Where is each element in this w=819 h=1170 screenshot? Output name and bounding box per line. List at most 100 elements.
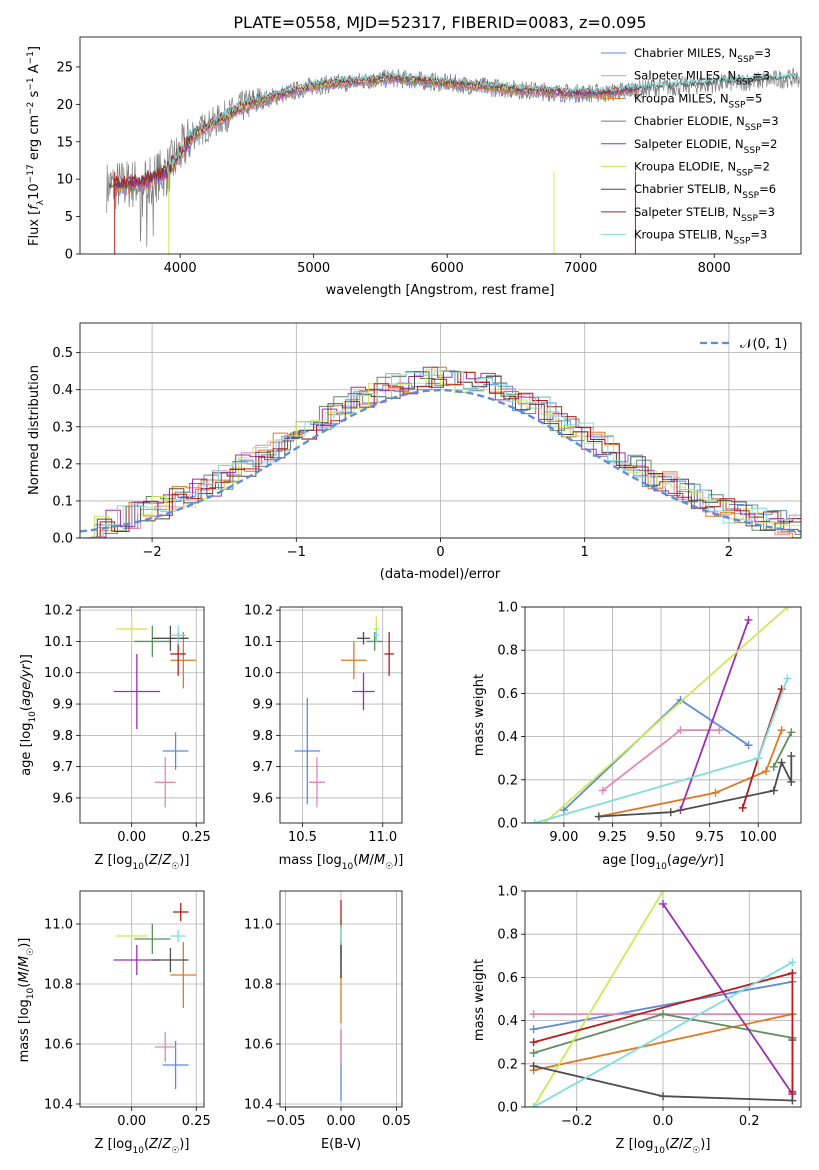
chart-title: PLATE=0558, MJD=52317, FIBERID=0083, z=0… [233, 13, 646, 32]
x-axis-label: Z [log10(Z/Z☉)] [95, 1137, 190, 1156]
x-tick-label: 6000 [431, 261, 464, 276]
legend-label: Salpeter STELIB, NSSP=3 [634, 205, 775, 224]
plot-area [529, 891, 797, 1107]
x-tick-label: 0.0 [653, 1114, 674, 1129]
histogram-series [88, 371, 801, 538]
axes-frame [79, 890, 205, 1108]
y-axis-label: mass weight [472, 674, 487, 756]
weight-marker [529, 1025, 538, 1034]
x-tick-label: 0.00 [327, 1114, 356, 1129]
legend-label: Kroupa MILES, NSSP=5 [634, 91, 762, 110]
weight-marker [738, 803, 747, 812]
plot-area [80, 366, 801, 538]
weight-marker [529, 1103, 538, 1107]
weight-series [529, 969, 797, 1096]
x-tick-label: −0.05 [266, 1114, 306, 1129]
x-axis-label: wavelength [Angstrom, rest frame] [326, 283, 555, 298]
y-tick-label: 10.6 [44, 1038, 73, 1053]
y-tick-label: 0.0 [52, 532, 73, 547]
x-tick-label: 9.00 [549, 830, 578, 845]
x-tick-label: −1 [287, 545, 306, 560]
x-tick-label: 0.25 [182, 1114, 211, 1129]
y-tick-label: 0.6 [497, 971, 518, 986]
mass-vs-ebv-axes: −0.05 0.00 0.05 10.4 10.6 10.8 11.0 [244, 890, 411, 1129]
data-point [173, 903, 189, 921]
x-axis-label: age [log10(age/yr)] [602, 853, 724, 872]
y-tick-label: 0.0 [497, 1101, 518, 1116]
data-point [134, 625, 171, 658]
legend-label: Salpeter ELODIE, NSSP=2 [634, 137, 777, 156]
x-tick-label: 10.5 [288, 830, 317, 845]
weight-marker [777, 758, 786, 767]
weight-marker [529, 1061, 538, 1070]
weight-marker [777, 726, 786, 735]
y-tick-label: 9.9 [52, 698, 73, 713]
legend-label: Kroupa ELODIE, NSSP=2 [634, 160, 770, 179]
plot-area [113, 616, 197, 808]
axes-frame [79, 36, 802, 255]
legend-label: Chabrier ELODIE, NSSP=3 [634, 114, 779, 133]
weight-marker [744, 615, 753, 624]
y-tick-label: 1.0 [497, 885, 518, 900]
weight-marker [529, 1049, 538, 1057]
y-tick-label: 10.2 [44, 604, 73, 619]
x-tick-label: 1 [581, 545, 589, 560]
histogram-series [82, 371, 801, 538]
data-point [294, 697, 321, 805]
x-tick-label: 11.0 [368, 830, 397, 845]
x-tick-label: 9.75 [695, 830, 724, 845]
weight-marker [529, 1038, 538, 1047]
plot-area [530, 607, 796, 823]
weight-series [529, 891, 667, 1107]
weight-marker [783, 674, 792, 683]
x-tick-label: 4000 [164, 261, 197, 276]
data-point [170, 930, 186, 942]
weight-marker [787, 728, 796, 737]
data-point [154, 1032, 176, 1062]
x-axis-label: Z [log10(Z/Z☉)] [616, 1137, 711, 1156]
legend-label: Chabrier STELIB, NSSP=6 [634, 182, 776, 201]
x-tick-label: 10.00 [740, 830, 777, 845]
x-tick-label: 8000 [698, 261, 731, 276]
x-axis-label: (data-model)/error [380, 567, 501, 582]
histogram-axes: −2 −1 0 1 2 0.0 0.1 0.2 0.3 0.4 0.5 [52, 322, 802, 560]
weight-series [769, 728, 796, 771]
weight-marker [769, 762, 778, 771]
legend-label: Salpeter MILES, NSSP=3 [634, 69, 770, 88]
y-axis-label: age [log10(age/yr)] [19, 654, 38, 776]
weight-line [772, 731, 793, 768]
data-point [308, 757, 325, 808]
y-tick-label: 9.8 [52, 729, 73, 744]
data-point [162, 732, 189, 770]
y-tick-label: 0.8 [497, 644, 518, 659]
data-point [170, 625, 186, 645]
histogram-series [91, 366, 801, 538]
weight-marker [659, 1010, 667, 1019]
y-tick-label: 20 [56, 98, 73, 113]
weight-line [563, 698, 749, 811]
y-axis-label: mass [log10(M/M☉)] [17, 938, 36, 1063]
data-point [113, 653, 161, 730]
weight-line [532, 891, 664, 1107]
y-axis-label: Normed distribution [27, 365, 42, 495]
x-tick-label: 0.05 [382, 1114, 411, 1129]
x-axis-label: Z [log10(Z/Z☉)] [95, 853, 190, 872]
model-spectrum [166, 71, 797, 174]
weight-marker [787, 777, 796, 786]
x-axis-label: E(B-V) [321, 1137, 361, 1152]
data-point [170, 632, 197, 689]
y-tick-label: 10.1 [244, 635, 273, 650]
weight-marker [666, 808, 675, 817]
weight-marker [559, 806, 568, 815]
data-point [134, 924, 171, 954]
legend: Chabrier MILES, NSSP=3 Salpeter MILES, NS… [601, 46, 779, 247]
y-tick-label: 11.0 [244, 918, 273, 933]
y-tick-label: 0.2 [497, 773, 518, 788]
spectrum-axes: 4000 5000 6000 7000 8000 0 5 10 15 20 25 [56, 36, 802, 276]
weight-line [679, 619, 750, 811]
data-point [152, 625, 189, 651]
weight-series [594, 752, 796, 821]
weight-marker [762, 767, 771, 776]
y-tick-label: 9.9 [252, 698, 273, 713]
weight-marker [788, 969, 797, 978]
